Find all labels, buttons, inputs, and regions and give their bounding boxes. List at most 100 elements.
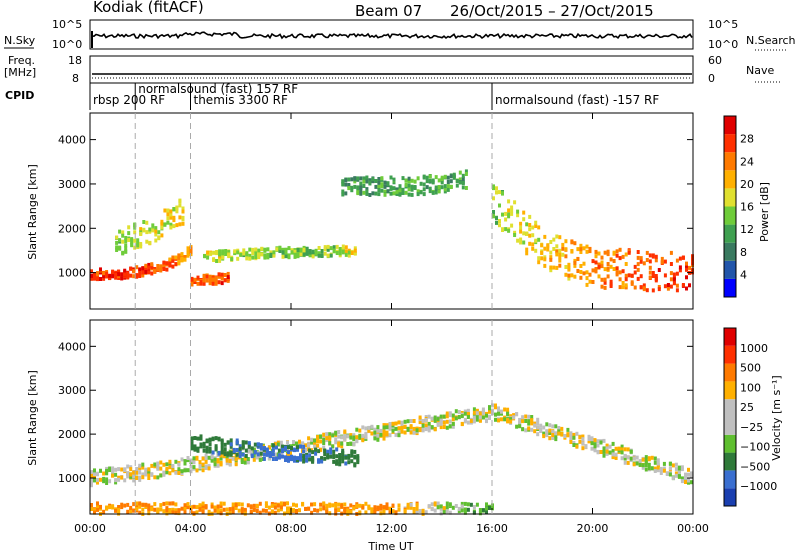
velocity-cell <box>451 413 455 418</box>
velocity-cell <box>229 442 233 447</box>
power-cell <box>591 259 595 264</box>
velocity-cell <box>353 449 357 454</box>
power-cell <box>564 239 568 244</box>
velocity-cell <box>93 471 96 476</box>
power-cell <box>172 224 176 229</box>
velocity-cell <box>542 425 546 430</box>
power-cell <box>600 260 604 265</box>
velocity-cell <box>296 445 299 450</box>
velocity-cell <box>644 457 648 462</box>
velocity-cell <box>279 440 283 445</box>
velocity-cell <box>373 436 377 441</box>
velocity-cell <box>355 435 359 440</box>
velocity-cell <box>572 443 576 447</box>
velocity-cell <box>138 510 142 515</box>
power-cell <box>688 265 691 270</box>
power-colorbar-tick-label: 24 <box>740 155 754 168</box>
power-cell <box>573 263 577 268</box>
velocity-cell <box>219 452 223 457</box>
power-cell <box>507 208 511 213</box>
power-cell <box>434 190 438 195</box>
power-cell <box>224 249 228 253</box>
velocity-cell <box>656 465 660 470</box>
power-cell <box>205 278 209 283</box>
power-cell <box>401 191 405 195</box>
power-cell <box>320 249 324 253</box>
velocity-cell <box>135 501 139 506</box>
velocity-cell <box>379 506 383 511</box>
power-cell <box>217 280 221 285</box>
velocity-cell <box>466 415 470 419</box>
velocity-cell <box>578 435 582 440</box>
cpid-label: CPID <box>5 89 34 102</box>
velocity-cell <box>641 457 645 462</box>
power-cell <box>543 257 547 262</box>
power-cell <box>636 255 640 260</box>
power-cell <box>567 262 571 267</box>
power-cell <box>341 249 345 254</box>
velocity-cell <box>596 449 600 454</box>
velocity-cell <box>126 471 130 476</box>
power-cell <box>302 252 306 257</box>
power-cell <box>437 189 441 194</box>
velocity-cell <box>593 442 597 447</box>
velocity-cell <box>506 419 510 424</box>
power-cell <box>528 223 532 227</box>
velocity-cell <box>235 448 239 452</box>
power-cell <box>558 252 562 257</box>
velocity-cell <box>214 447 218 452</box>
velocity-cell <box>569 433 573 438</box>
velocity-cell <box>307 443 311 448</box>
velocity-cell <box>400 420 404 425</box>
velocity-cell <box>500 417 503 422</box>
power-cell <box>175 223 179 228</box>
power-cell <box>534 224 538 228</box>
velocity-cell <box>235 452 239 457</box>
velocity-cell <box>279 507 283 512</box>
velocity-cell <box>147 503 151 508</box>
power-cell <box>93 272 96 277</box>
velocity-cell <box>265 447 269 452</box>
power-cell <box>549 255 553 260</box>
power-cell <box>422 187 426 192</box>
velocity-cell <box>214 436 218 441</box>
velocity-cell <box>213 457 217 462</box>
power-cell <box>386 182 390 187</box>
velocity-cell <box>690 473 693 478</box>
velocity-cell <box>171 501 175 506</box>
power-cell <box>666 283 670 287</box>
velocity-cell <box>319 502 323 507</box>
velocity-cell <box>334 437 338 442</box>
power-cell <box>528 214 532 219</box>
power-cell <box>175 205 179 210</box>
velocity-cell <box>159 503 163 508</box>
velocity-cell <box>445 509 449 514</box>
velocity-cell <box>189 464 193 469</box>
velocity-cell <box>512 413 516 418</box>
velocity-cell <box>238 446 242 451</box>
power-cell <box>392 191 396 196</box>
power-cell <box>130 240 134 245</box>
velocity-colorbar-swatch <box>724 399 736 417</box>
velocity-cell <box>331 433 335 438</box>
power-cell <box>440 185 444 190</box>
velocity-cell <box>433 427 437 432</box>
xaxis-label: Time UT <box>367 540 413 553</box>
velocity-cell <box>96 501 99 506</box>
velocity-cell <box>199 442 203 447</box>
velocity-cell <box>276 503 280 508</box>
nsky-panel-frame <box>89 19 694 50</box>
power-cell <box>168 257 172 262</box>
velocity-cell <box>177 471 181 475</box>
power-cell <box>621 269 625 274</box>
power-cell <box>172 218 176 223</box>
nsky-tick-top-left: 10^5 <box>52 18 82 31</box>
power-cell <box>389 175 393 180</box>
velocity-cell <box>497 411 500 416</box>
power-cell <box>549 257 553 262</box>
velocity-cell <box>216 510 220 515</box>
freq-panel-frame <box>89 55 694 84</box>
power-cell <box>248 253 252 258</box>
velocity-cell <box>299 444 302 449</box>
